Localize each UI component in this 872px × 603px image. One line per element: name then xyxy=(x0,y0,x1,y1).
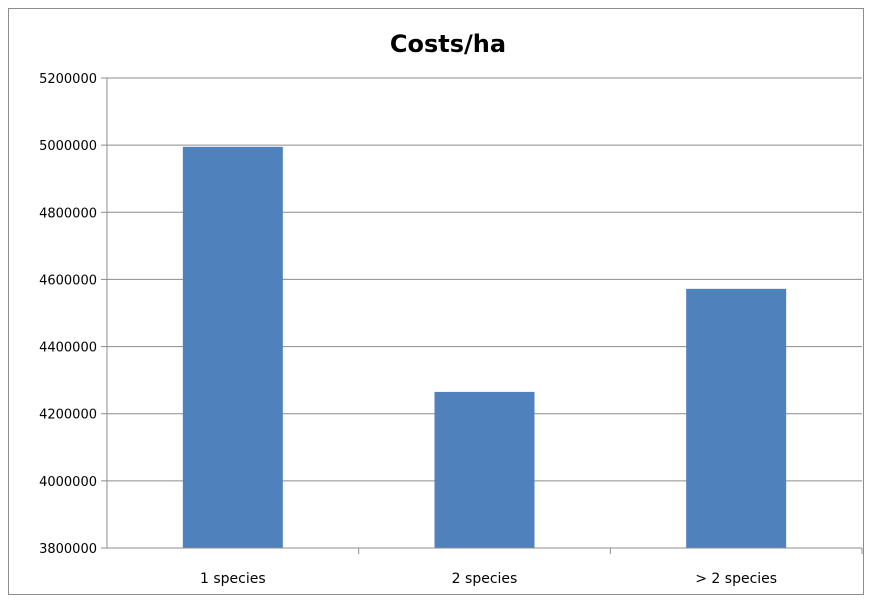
bar-2 xyxy=(434,391,535,548)
y-axis-ticks: 3800000 4000000 4200000 4400000 4600000 48000… xyxy=(39,72,107,557)
y-tick-label: 3800000 xyxy=(39,542,97,557)
y-tick-label: 4600000 xyxy=(39,273,97,288)
y-tick-label: 5000000 xyxy=(39,139,97,154)
bar-3 xyxy=(686,288,787,548)
x-category-label: 1 species xyxy=(200,571,266,587)
y-tick-label: 4400000 xyxy=(39,341,97,356)
y-tick-label: 4200000 xyxy=(39,408,97,423)
y-tick-label: 4000000 xyxy=(39,475,97,490)
x-category-label: 2 species xyxy=(452,571,518,587)
x-axis-labels: 1 species 2 species > 2 species xyxy=(200,548,863,587)
x-category-label: > 2 species xyxy=(695,571,777,587)
y-tick-label: 5200000 xyxy=(39,72,97,87)
chart-title: Costs/ha xyxy=(390,30,506,58)
axes xyxy=(106,78,862,549)
bars xyxy=(182,146,787,549)
y-tick-label: 4800000 xyxy=(39,206,97,221)
bar-1 xyxy=(182,146,283,549)
